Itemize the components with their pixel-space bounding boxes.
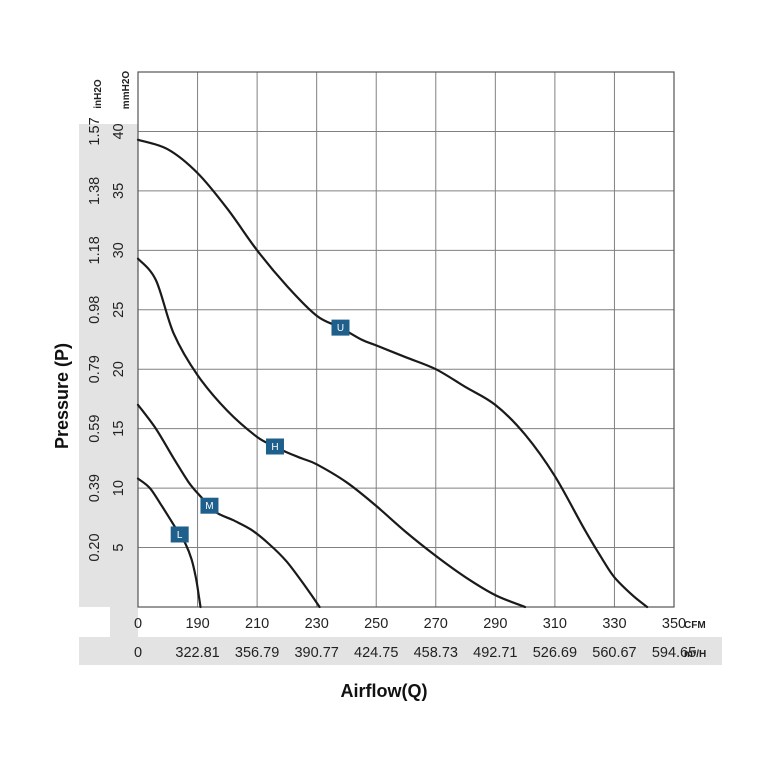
y2-tick-label: 0.39 <box>87 474 103 502</box>
y-tick-label: 20 <box>111 361 127 377</box>
series-marker-H <box>265 438 284 455</box>
series-line-U <box>136 138 649 609</box>
y2-tick-label: 0.79 <box>87 355 103 383</box>
x2-tick-label: 560.67 <box>592 645 636 661</box>
x-tick-label: 0 <box>134 616 142 632</box>
x-unit-label: CFM <box>684 620 706 631</box>
x-axis-band <box>79 637 722 665</box>
corner-band <box>110 607 138 665</box>
series-label-H: H <box>271 442 278 453</box>
x2-tick-label: 390.77 <box>294 645 338 661</box>
x2-tick-label: 594.65 <box>652 645 696 661</box>
series-label-M: M <box>205 501 213 512</box>
y-axis-band <box>79 124 138 607</box>
y-tick-label: 5 <box>111 544 127 552</box>
y-tick-label: 35 <box>111 183 127 199</box>
x-tick-label: 310 <box>543 616 567 632</box>
series-line-M <box>136 403 321 609</box>
y-tick-label: 10 <box>111 480 127 496</box>
x-tick-label: 330 <box>602 616 626 632</box>
y2-tick-label: 1.38 <box>87 177 103 205</box>
y2-tick-label: 0.59 <box>87 415 103 443</box>
x-tick-label: 190 <box>185 616 209 632</box>
y2-tick-label: 1.57 <box>87 117 103 145</box>
y2-tick-label: 0.98 <box>87 296 103 324</box>
series-marker-U <box>331 319 350 336</box>
series-label-U: U <box>337 323 344 334</box>
y2-tick-label: 1.18 <box>87 236 103 264</box>
x2-tick-label: 322.81 <box>175 645 219 661</box>
y-axis-title: Pressure (P) <box>52 343 72 449</box>
x-tick-label: 250 <box>364 616 388 632</box>
series-marker-M <box>200 497 219 514</box>
series-line-H <box>136 257 527 609</box>
x2-tick-label: 458.73 <box>414 645 458 661</box>
x2-unit-label: m³/H <box>684 649 706 660</box>
x-tick-label: 210 <box>245 616 269 632</box>
series-marker-L <box>170 526 189 543</box>
y2-tick-label: 0.20 <box>87 533 103 561</box>
series-label-L: L <box>177 530 183 541</box>
x-tick-label: 290 <box>483 616 507 632</box>
x2-tick-label: 424.75 <box>354 645 398 661</box>
x-axis-title: Airflow(Q) <box>341 681 428 701</box>
y-tick-label: 15 <box>111 421 127 437</box>
series-line-L <box>136 477 202 609</box>
x2-tick-label: 0 <box>134 645 142 661</box>
x2-tick-label: 356.79 <box>235 645 279 661</box>
y-unit-label: mmH2O <box>121 71 132 110</box>
y-tick-label: 40 <box>111 123 127 139</box>
y-tick-label: 30 <box>111 242 127 258</box>
x-tick-label: 270 <box>424 616 448 632</box>
x-tick-label: 230 <box>305 616 329 632</box>
x-tick-label: 350 <box>662 616 686 632</box>
x2-tick-label: 492.71 <box>473 645 517 661</box>
y-tick-label: 25 <box>111 302 127 318</box>
plot-frame <box>137 71 675 608</box>
y2-unit-label: inH2O <box>93 79 104 109</box>
x2-tick-label: 526.69 <box>533 645 577 661</box>
